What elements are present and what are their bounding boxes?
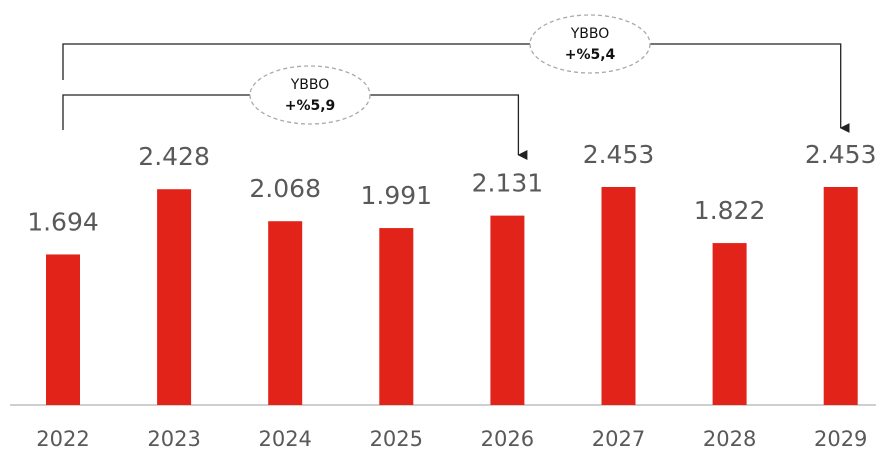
value-label: 2.131 bbox=[472, 169, 544, 198]
bracket bbox=[62, 43, 850, 133]
annotation-text: +%5,9 bbox=[285, 98, 336, 114]
bar bbox=[712, 243, 747, 405]
x-tick-label: 2024 bbox=[258, 427, 311, 451]
annotation-text: +%5,4 bbox=[565, 47, 616, 63]
x-tick-label: 2029 bbox=[814, 427, 867, 451]
bar bbox=[46, 254, 80, 405]
x-tick-label: 2026 bbox=[481, 427, 534, 451]
bar bbox=[157, 189, 192, 405]
annotation-label: YBBO bbox=[290, 77, 330, 93]
value-label: 1.694 bbox=[27, 207, 99, 236]
value-label: 2.453 bbox=[805, 140, 877, 169]
x-tick-label: 2027 bbox=[592, 427, 645, 451]
value-label: 1.822 bbox=[694, 196, 766, 225]
value-label: 2.068 bbox=[249, 174, 321, 203]
bar bbox=[379, 228, 414, 405]
x-tick-label: 2028 bbox=[703, 427, 756, 451]
value-label: 2.453 bbox=[583, 140, 655, 169]
value-label: 1.991 bbox=[361, 181, 433, 210]
annotation-label: YBBO bbox=[570, 26, 610, 42]
value-label: 2.428 bbox=[138, 142, 210, 171]
bar bbox=[268, 221, 303, 405]
bar bbox=[601, 187, 636, 405]
x-tick-label: 2023 bbox=[147, 427, 200, 451]
annotation-bubble bbox=[529, 14, 651, 74]
x-tick-label: 2022 bbox=[36, 427, 89, 451]
x-tick-label: 2025 bbox=[370, 427, 423, 451]
annotation-bubble bbox=[249, 65, 371, 125]
bar bbox=[823, 187, 858, 405]
bar bbox=[490, 215, 525, 405]
